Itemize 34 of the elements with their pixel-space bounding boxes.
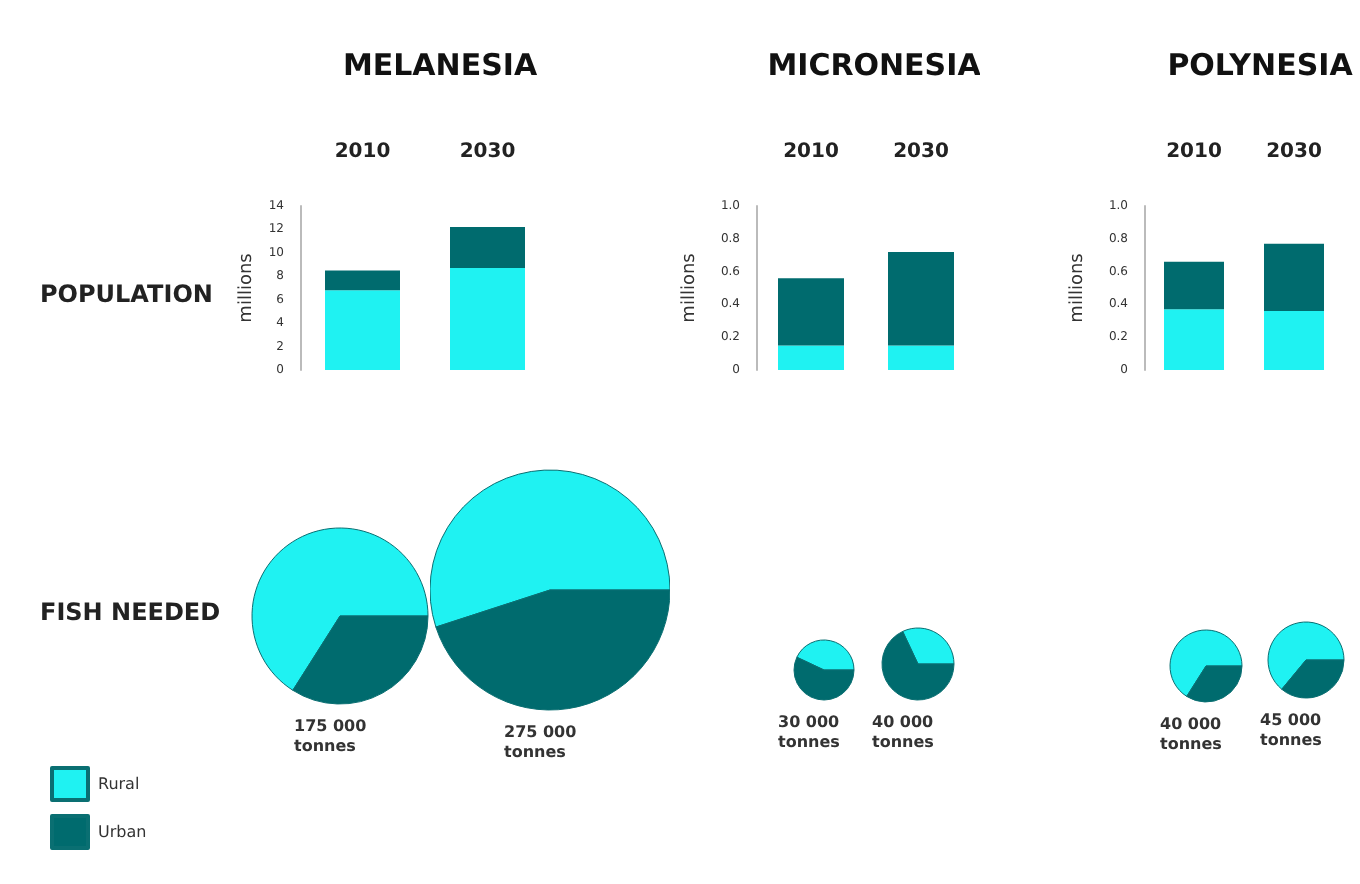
legend-label: Urban (98, 823, 147, 841)
y-axis-title: millions (680, 252, 701, 323)
text: FISH NEEDED (40, 598, 221, 626)
text: 40 000 tonnes (1160, 715, 1227, 753)
text: 275 000 tonnes (504, 723, 582, 761)
text: 45 000 tonnes (1260, 711, 1327, 749)
text: POPULATION (40, 280, 213, 308)
bar (1264, 243, 1324, 311)
bar (325, 270, 400, 291)
bar (888, 345, 954, 370)
x-tick-label: 2030 (459, 141, 516, 163)
x-tick-label: 2010 (334, 141, 391, 163)
chart-title: POLYNESIA (1167, 47, 1354, 83)
bar (888, 251, 954, 346)
bar (325, 290, 400, 370)
bar (1164, 261, 1224, 310)
text: 40 000 tonnes (872, 713, 939, 751)
bar (1264, 310, 1324, 370)
bar (450, 268, 525, 370)
text: 175 000 tonnes (294, 717, 372, 755)
bar (450, 227, 525, 269)
bar (778, 345, 844, 370)
y-axis-title: millions (1068, 252, 1089, 323)
y-axis-title: millions (237, 252, 257, 323)
chart-title: MICRONESIA (767, 47, 982, 83)
bar (778, 278, 844, 346)
chart-title: MELANESIA (342, 47, 538, 83)
x-tick-label: 2030 (893, 141, 949, 163)
text: 30 000 tonnes (778, 713, 845, 751)
legend-label: Rural (98, 775, 140, 793)
bar (1164, 309, 1224, 370)
x-tick-label: 2030 (1266, 141, 1322, 163)
x-tick-label: 2010 (783, 141, 839, 163)
x-tick-label: 2010 (1166, 141, 1222, 163)
